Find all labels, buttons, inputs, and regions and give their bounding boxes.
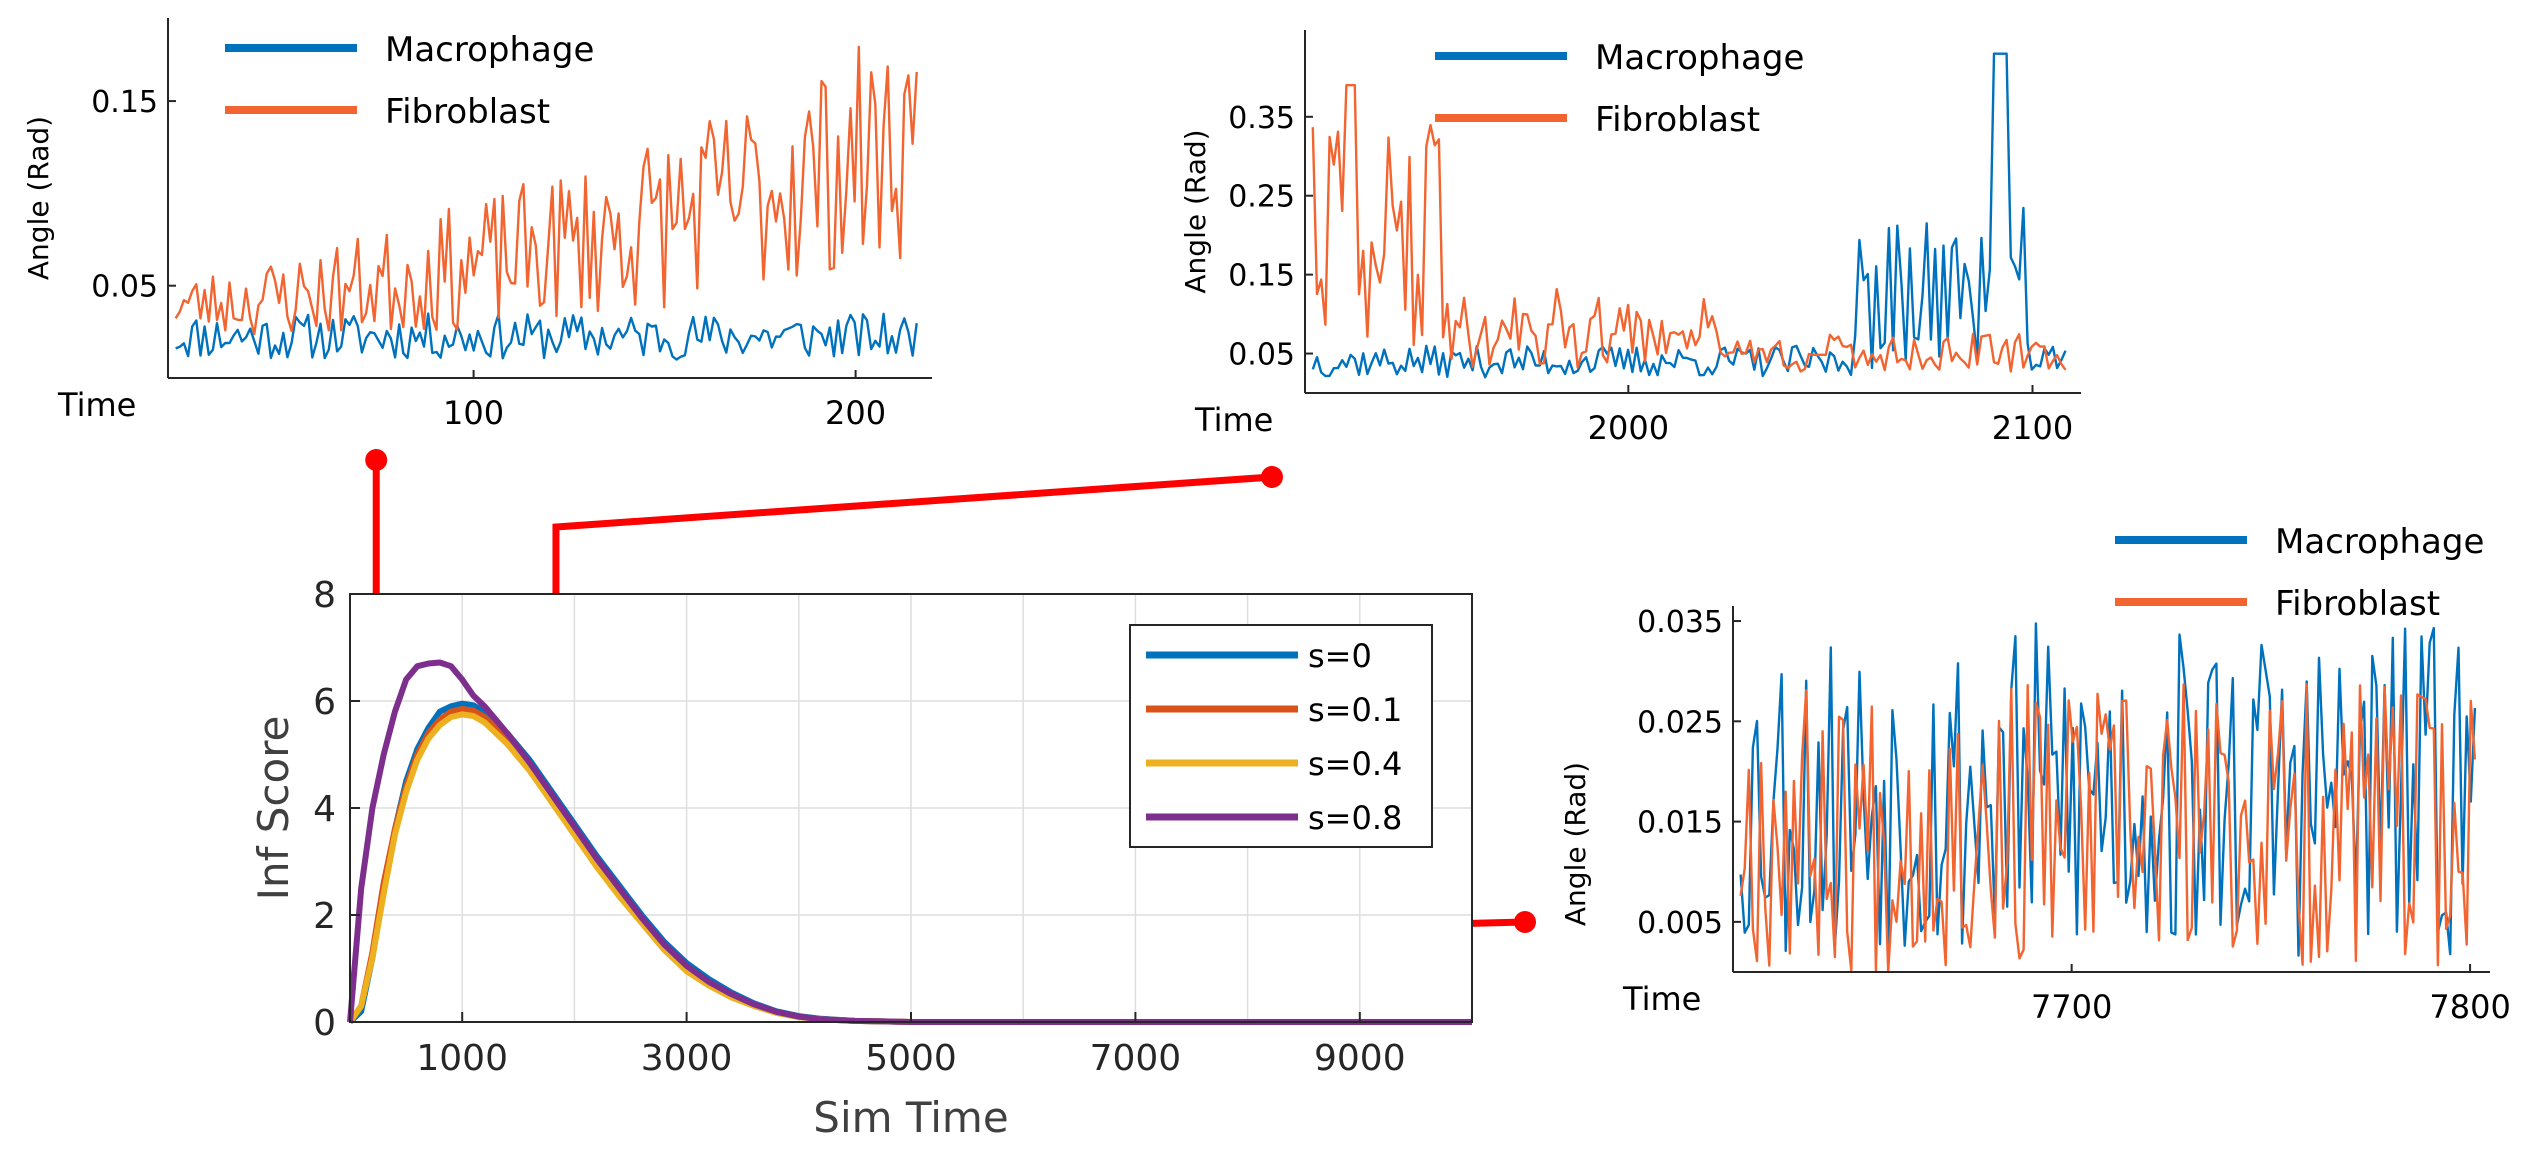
x-tick-label: 3000 [641, 1038, 733, 1079]
inset-y-tick-label: 0.05 [91, 270, 158, 305]
inset-legend-label: Macrophage [1595, 38, 1804, 78]
x-tick-label: 5000 [865, 1038, 957, 1079]
inset-y-tick-label: 0.025 [1637, 705, 1723, 740]
y-tick-label: 6 [313, 682, 336, 723]
inset-legend-label: Fibroblast [2275, 584, 2440, 624]
callout-dot-early [365, 449, 388, 471]
inset-x-tick-label: 2000 [1588, 409, 1669, 447]
inset-y-tick-label: 0.15 [1228, 259, 1295, 294]
inset-y-axis-label: Angle (Rad) [22, 116, 55, 280]
inset-chart-mid: 0.05 0.15 0.25 0.35 2000 2100 Time Angle (Rad) M… [1179, 30, 2081, 447]
inset-x-tick-label: 100 [443, 394, 504, 432]
y-tick-label: 2 [313, 896, 336, 937]
inset-legend-label: Fibroblast [385, 92, 550, 132]
x-tick-label: 7000 [1090, 1038, 1182, 1079]
inset-y-tick-label: 0.015 [1637, 806, 1723, 841]
inset-y-tick-label: 0.35 [1228, 101, 1295, 136]
inset-chart-early: 0.05 0.15 100 200 Time Angle (Rad) Macrophage F… [22, 18, 932, 432]
inset-x-tick-label: 7800 [2429, 988, 2510, 1026]
y-tick-label: 0 [313, 1003, 336, 1044]
inset-y-tick-label: 0.25 [1228, 180, 1295, 215]
inset-x-tick-label: 200 [825, 394, 886, 432]
inset-x-tick-label: 2100 [1992, 409, 2073, 447]
legend-label: s=0.1 [1308, 691, 1402, 729]
x-axis-label: Sim Time [813, 1093, 1008, 1142]
x-tick-label: 9000 [1314, 1038, 1406, 1079]
inset-legend-label: Macrophage [2275, 522, 2484, 562]
main-chart: 1000 3000 5000 7000 9000 0 2 4 6 8 Sim Time Inf Sco… [249, 575, 1473, 1142]
inset-y-tick-label: 0.005 [1637, 906, 1723, 941]
inset-series-Macrophage [175, 312, 918, 361]
inset-y-tick-label: 0.035 [1637, 605, 1723, 640]
y-tick-label: 8 [313, 575, 336, 616]
inset-legend-label: Fibroblast [1595, 100, 1760, 140]
callout-dot-mid [1261, 466, 1283, 488]
legend-label: s=0.8 [1308, 799, 1402, 837]
inset-x-axis-label: Time [1194, 401, 1273, 439]
y-axis-label: Inf Score [249, 716, 298, 901]
inset-y-tick-label: 0.15 [91, 85, 158, 120]
inset-x-tick-label: 7700 [2031, 988, 2112, 1026]
inset-x-axis-label: Time [1622, 980, 1701, 1018]
y-tick-label: 4 [313, 789, 336, 830]
inset-series-Macrophage [1311, 52, 2067, 379]
inset-legend-label: Macrophage [385, 30, 594, 70]
inset-x-axis-label: Time [57, 386, 136, 424]
inset-y-axis-label: Angle (Rad) [1179, 129, 1212, 293]
inset-y-axis-label: Angle (Rad) [1559, 762, 1592, 926]
legend-box [1129, 624, 1433, 848]
inset-series-Fibroblast [1311, 83, 2067, 373]
inset-series-Fibroblast [174, 45, 918, 336]
inset-series-Fibroblast [1739, 683, 2477, 974]
inset-chart-late: 0.005 0.015 0.025 0.035 7700 7800 Time Angle (R… [1559, 522, 2511, 1026]
legend-label: s=0 [1308, 637, 1372, 675]
x-tick-label: 1000 [416, 1038, 508, 1079]
inset-y-tick-label: 0.05 [1228, 338, 1295, 373]
legend-label: s=0.4 [1308, 745, 1402, 783]
callout-dot-late [1514, 911, 1536, 933]
